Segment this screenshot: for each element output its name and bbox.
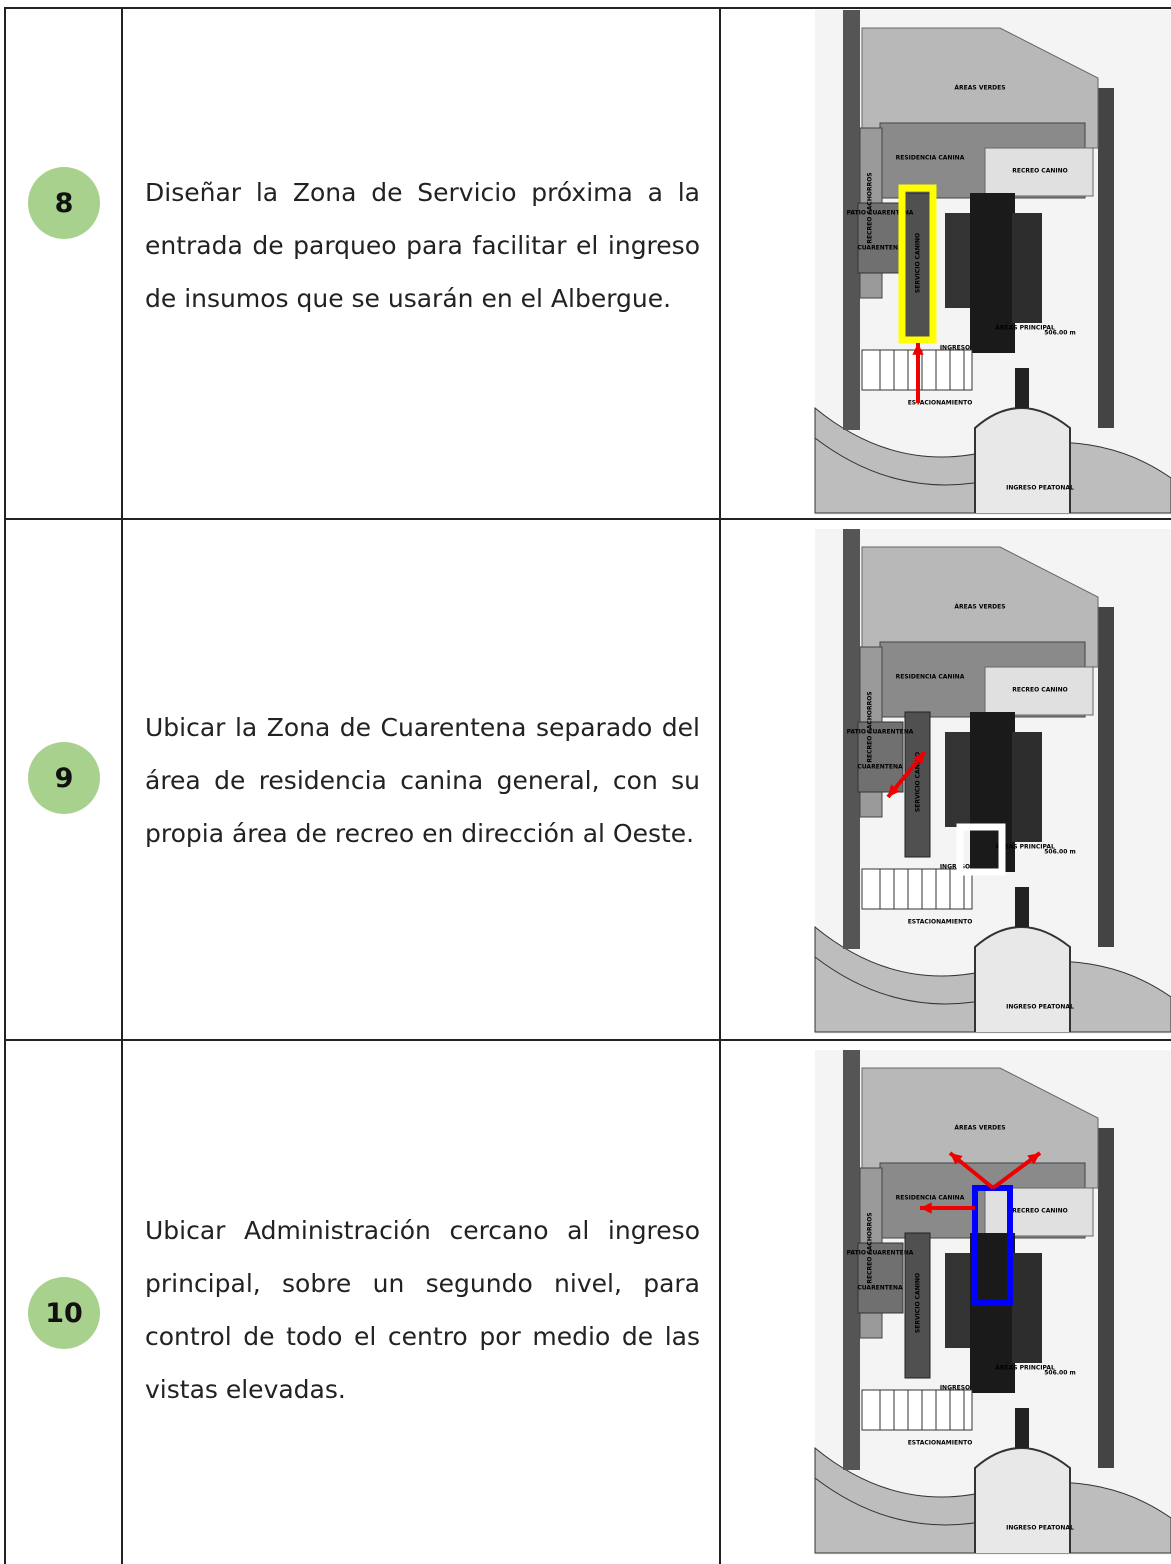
plan-label: CUARENTENA xyxy=(857,245,903,252)
arrow-head xyxy=(920,1202,932,1214)
crosswalk xyxy=(1015,368,1029,408)
step-number: 10 xyxy=(28,1277,100,1349)
plan-label: PATIO CUARENTENA xyxy=(847,729,914,736)
plan-label: 506.00 m xyxy=(1044,330,1076,337)
arrow-head xyxy=(1027,1153,1040,1165)
roundabout xyxy=(974,1447,1071,1553)
plan-label: INGRESO PEATONAL xyxy=(1006,1525,1074,1532)
building xyxy=(984,147,1094,197)
building xyxy=(857,1242,904,1314)
step-text: Diseñar la Zona de Servicio próxima a la… xyxy=(145,130,700,360)
step-text: Ubicar la Zona de Cuarentena separado de… xyxy=(145,660,700,900)
arrow-head xyxy=(950,1153,963,1165)
plan-label: ÁREAS VERDES xyxy=(954,85,1005,92)
plan-label: RESIDENCIA CANINA xyxy=(896,674,965,681)
plan-label: ESTACIONAMIENTO xyxy=(908,1440,973,1447)
building xyxy=(1012,213,1042,323)
step-text: Ubicar Administración cercano al ingreso… xyxy=(145,1165,700,1455)
site-plan: ÁREAS VERDES RESIDENCIA CANINA RECREO CANI… xyxy=(814,1050,1171,1555)
plan-label: CUARENTENA xyxy=(857,1285,903,1292)
plan-label: SERVICIO CANINO xyxy=(915,233,922,293)
plan-label: ÁREAS VERDES xyxy=(954,604,1005,611)
plan-label: INGRESO xyxy=(940,864,970,871)
building xyxy=(984,666,1094,716)
plan-label: RECREO CANINO xyxy=(1012,1208,1067,1215)
arrow-head xyxy=(888,784,900,797)
plan-label: INGRESO PEATONAL xyxy=(1006,1004,1074,1011)
building xyxy=(970,712,1015,872)
parking xyxy=(861,868,973,910)
plan-label: RESIDENCIA CANINA xyxy=(896,155,965,162)
crosswalk xyxy=(1015,1408,1029,1448)
road-strip xyxy=(843,1050,860,1470)
parking xyxy=(861,1389,973,1431)
plan-label: ESTACIONAMIENTO xyxy=(908,919,973,926)
road-strip xyxy=(843,529,860,949)
plan-label: 506.00 m xyxy=(1044,849,1076,856)
plan-label: RECREO CACHORROS xyxy=(867,172,874,243)
plan-label: ÁREAS PRINCIPAL xyxy=(995,325,1055,332)
plan-label: RECREO CANINO xyxy=(1012,687,1067,694)
site-plan: ÁREAS VERDES RESIDENCIA CANINA RECREO CANI… xyxy=(814,10,1171,515)
highlight-box xyxy=(956,823,1006,876)
plan-label: PATIO CUARENTENA xyxy=(847,210,914,217)
step-text-content: Ubicar la Zona de Cuarentena separado de… xyxy=(145,712,700,848)
site-plan: ÁREAS VERDES RESIDENCIA CANINA RECREO CANI… xyxy=(814,529,1171,1034)
plan-label: RECREO CACHORROS xyxy=(867,1212,874,1283)
plan-label: RECREO CANINO xyxy=(1012,168,1067,175)
table-borders xyxy=(4,7,1171,1564)
building xyxy=(1012,732,1042,842)
step-text-content: Ubicar Administración cercano al ingreso… xyxy=(145,1216,700,1404)
building xyxy=(857,202,904,274)
plan-label: PATIO CUARENTENA xyxy=(847,1250,914,1257)
plan-label: ESTACIONAMIENTO xyxy=(908,400,973,407)
plan-label: ÁREAS VERDES xyxy=(954,1125,1005,1132)
building xyxy=(857,721,904,793)
step-number: 8 xyxy=(28,167,100,239)
building xyxy=(904,192,931,339)
plan-label: SERVICIO CANINO xyxy=(915,1273,922,1333)
crosswalk xyxy=(1015,887,1029,927)
roundabout xyxy=(974,407,1071,513)
building xyxy=(904,1232,931,1379)
building xyxy=(970,193,1015,353)
highlight-box xyxy=(898,184,937,344)
plan-label: INGRESO PEATONAL xyxy=(1006,485,1074,492)
plan-label: CUARENTENA xyxy=(857,764,903,771)
step-number: 9 xyxy=(28,742,100,814)
plan-label: INGRESO xyxy=(940,1385,970,1392)
building xyxy=(904,711,931,858)
plan-label: RECREO CACHORROS xyxy=(867,691,874,762)
step-text-content: Diseñar la Zona de Servicio próxima a la… xyxy=(145,177,700,313)
plan-label: INGRESO xyxy=(940,345,970,352)
building xyxy=(1012,1253,1042,1363)
building xyxy=(984,1187,1094,1237)
road-strip xyxy=(1098,1128,1114,1468)
plan-label: RESIDENCIA CANINA xyxy=(896,1195,965,1202)
roundabout xyxy=(974,926,1071,1032)
road-strip xyxy=(1098,88,1114,428)
arrow-head xyxy=(913,752,925,765)
road-strip xyxy=(1098,607,1114,947)
plan-label: ÁREAS PRINCIPAL xyxy=(995,844,1055,851)
plan-label: 506.00 m xyxy=(1044,1370,1076,1377)
arrow-head xyxy=(912,343,924,355)
plan-label: SERVICIO CANINO xyxy=(915,752,922,812)
plan-label: ÁREAS PRINCIPAL xyxy=(995,1365,1055,1372)
road-strip xyxy=(843,10,860,430)
